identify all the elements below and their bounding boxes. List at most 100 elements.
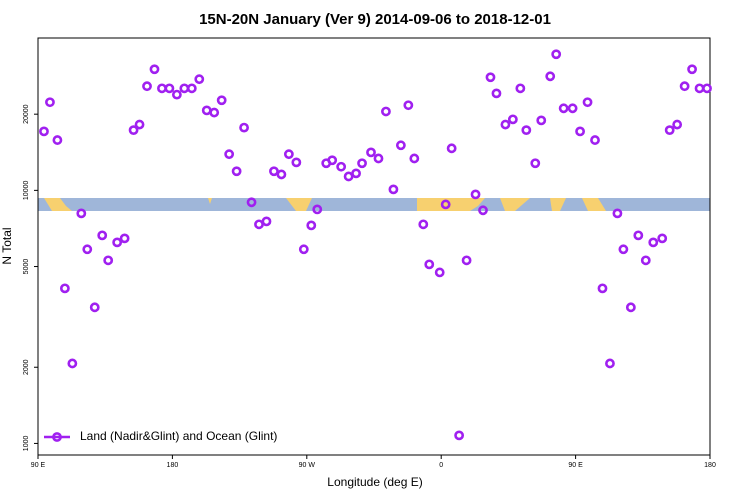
- y-axis-label: N Total: [0, 227, 14, 264]
- y-tick-label: 10000: [23, 181, 30, 201]
- point: [633, 230, 644, 241]
- point: [52, 135, 63, 145]
- legend-label: Land (Nadir&Glint) and Ocean (Glint): [80, 429, 277, 443]
- point: [575, 126, 585, 137]
- point: [409, 153, 420, 164]
- point: [491, 88, 502, 99]
- y-tick-label: 2000: [23, 359, 30, 375]
- point: [261, 216, 272, 227]
- point: [254, 219, 264, 230]
- point: [395, 140, 406, 151]
- point: [694, 83, 705, 94]
- point: [112, 237, 123, 248]
- point: [551, 49, 562, 60]
- point: [366, 147, 376, 158]
- y-tick-label: 5000: [23, 259, 30, 275]
- point: [381, 106, 391, 117]
- point: [558, 103, 569, 114]
- point: [664, 125, 675, 136]
- y-tick-label: 1000: [23, 436, 30, 452]
- point: [39, 126, 49, 137]
- point: [424, 259, 435, 270]
- point: [679, 81, 690, 92]
- point: [373, 153, 384, 164]
- point: [418, 219, 429, 230]
- point: [351, 168, 361, 179]
- point: [194, 74, 205, 85]
- x-tick-label: 90 E: [31, 462, 46, 469]
- point: [590, 135, 600, 145]
- map-strip: [38, 198, 710, 211]
- point: [545, 71, 556, 82]
- point: [657, 233, 668, 244]
- point: [246, 197, 257, 208]
- point: [89, 302, 100, 313]
- point: [179, 83, 190, 94]
- point: [343, 171, 354, 182]
- point: [515, 83, 526, 94]
- point: [605, 358, 615, 369]
- point: [470, 189, 481, 200]
- point: [500, 119, 511, 130]
- point: [216, 95, 227, 106]
- chart-title: 15N-20N January (Ver 9) 2014-09-06 to 20…: [199, 11, 551, 28]
- point: [119, 233, 130, 244]
- point: [648, 237, 659, 248]
- point: [142, 81, 152, 92]
- point: [76, 208, 87, 219]
- point: [434, 267, 445, 278]
- y-tick-label: 20000: [23, 104, 30, 124]
- point: [567, 103, 578, 114]
- point: [157, 83, 167, 94]
- point: [597, 283, 608, 294]
- point: [687, 64, 697, 75]
- x-tick-label: 0: [439, 462, 443, 469]
- x-axis-label: Longitude (deg E): [327, 475, 422, 489]
- point: [82, 244, 93, 255]
- point: [612, 208, 623, 219]
- point: [209, 107, 220, 118]
- point: [298, 244, 309, 255]
- point: [224, 149, 235, 160]
- point: [618, 244, 629, 255]
- point: [149, 64, 160, 75]
- point: [446, 143, 457, 154]
- point: [45, 97, 55, 108]
- point: [388, 184, 399, 195]
- point: [239, 122, 249, 133]
- point: [231, 166, 242, 177]
- point: [454, 430, 465, 441]
- x-tick-label: 90 W: [299, 462, 316, 469]
- point: [672, 119, 683, 130]
- x-tick-label: 180: [167, 462, 179, 469]
- point: [461, 255, 472, 266]
- point: [312, 204, 323, 215]
- point: [201, 105, 212, 116]
- point: [269, 166, 279, 177]
- point: [97, 230, 108, 241]
- point: [440, 199, 451, 210]
- point: [59, 283, 70, 294]
- point: [507, 114, 518, 125]
- point: [702, 83, 712, 94]
- point: [582, 97, 593, 108]
- x-tick-label: 90 E: [568, 462, 583, 469]
- point: [485, 72, 496, 83]
- point: [283, 149, 294, 160]
- point: [276, 169, 287, 180]
- point: [103, 255, 114, 266]
- point: [336, 161, 347, 172]
- point: [171, 89, 182, 100]
- point: [521, 125, 532, 136]
- plot-frame: [37, 37, 711, 456]
- point: [478, 205, 488, 216]
- point: [640, 255, 651, 266]
- point: [291, 157, 302, 168]
- point: [625, 302, 636, 313]
- point: [164, 83, 175, 94]
- x-tick-label: 180: [704, 462, 716, 469]
- point: [67, 358, 78, 369]
- point: [536, 115, 547, 126]
- point: [403, 100, 414, 111]
